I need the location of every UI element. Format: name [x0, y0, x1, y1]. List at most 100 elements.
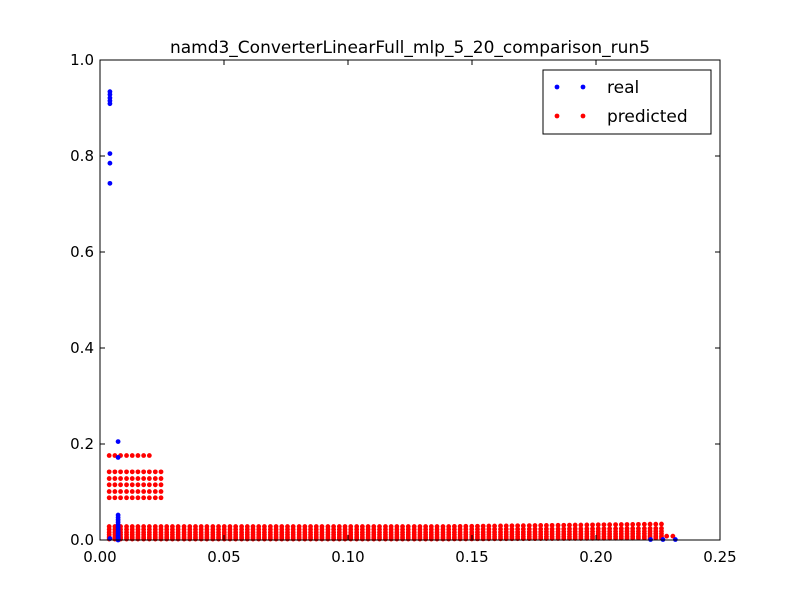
predicted-point	[636, 535, 641, 541]
predicted-point	[544, 523, 549, 528]
predicted-point	[129, 536, 135, 542]
predicted-point	[152, 469, 158, 475]
predicted-point	[158, 495, 164, 501]
predicted-point	[520, 523, 526, 529]
predicted-point	[325, 536, 331, 542]
predicted-point	[670, 533, 676, 539]
real-point	[115, 455, 121, 460]
predicted-point	[267, 536, 273, 542]
x-tick-label: 0.05	[207, 548, 240, 566]
predicted-point	[124, 453, 129, 458]
legend-predicted-label: predicted	[607, 107, 688, 127]
predicted-point	[129, 469, 135, 475]
predicted-point	[227, 536, 233, 542]
predicted-point	[135, 482, 141, 488]
legend-real-marker-right	[580, 84, 586, 90]
predicted-point	[152, 482, 158, 488]
predicted-point	[250, 536, 256, 542]
predicted-point	[146, 476, 152, 481]
predicted-point	[664, 533, 670, 539]
predicted-point	[129, 453, 135, 458]
x-tick-label: 0.00	[83, 548, 116, 566]
predicted-point	[146, 489, 152, 494]
predicted-point	[164, 536, 170, 542]
predicted-point	[135, 536, 141, 542]
predicted-point	[273, 536, 279, 542]
predicted-point	[124, 482, 129, 488]
predicted-point	[170, 536, 175, 542]
predicted-point	[463, 536, 469, 542]
predicted-point	[124, 469, 129, 475]
predicted-point	[595, 522, 601, 528]
predicted-point	[256, 536, 262, 542]
predicted-point	[239, 536, 245, 542]
predicted-point	[146, 536, 152, 542]
predicted-point	[653, 535, 659, 541]
predicted-point	[532, 523, 538, 528]
predicted-point	[475, 536, 480, 542]
predicted-point	[394, 536, 400, 542]
predicted-point	[285, 536, 290, 542]
real-point	[107, 151, 113, 157]
predicted-point	[152, 536, 158, 542]
predicted-point	[538, 523, 544, 528]
predicted-point	[647, 521, 653, 527]
predicted-point	[446, 536, 452, 542]
predicted-point	[411, 536, 417, 542]
predicted-point	[526, 523, 532, 528]
predicted-point	[146, 453, 152, 458]
x-tick-label: 0.10	[331, 548, 364, 566]
predicted-point	[641, 535, 647, 541]
predicted-point	[618, 522, 624, 527]
real-point	[107, 92, 113, 97]
predicted-point	[613, 522, 618, 527]
y-tick-label: 0.6	[70, 243, 94, 261]
predicted-point	[457, 536, 463, 542]
predicted-point	[141, 482, 147, 488]
predicted-point	[342, 536, 348, 542]
predicted-point	[641, 521, 647, 527]
predicted-point	[106, 495, 112, 501]
predicted-point	[417, 536, 423, 542]
predicted-point	[653, 521, 659, 527]
predicted-point	[331, 536, 337, 542]
predicted-point	[313, 536, 319, 542]
predicted-point	[106, 453, 112, 458]
predicted-point	[193, 536, 198, 542]
predicted-point	[561, 522, 567, 528]
predicted-point	[607, 535, 613, 541]
predicted-point	[618, 535, 624, 541]
predicted-point	[135, 495, 141, 501]
predicted-point	[141, 495, 147, 501]
y-tick-label: 0.8	[70, 147, 94, 165]
y-tick-label: 0.2	[70, 435, 94, 453]
predicted-point	[636, 521, 641, 527]
predicted-point	[106, 476, 112, 481]
predicted-point	[152, 476, 158, 481]
predicted-point	[509, 523, 515, 529]
predicted-point	[308, 536, 313, 542]
predicted-point	[124, 476, 129, 481]
predicted-point	[187, 536, 193, 542]
predicted-point	[423, 536, 429, 542]
predicted-point	[124, 536, 129, 542]
predicted-point	[440, 536, 446, 542]
predicted-point	[135, 489, 141, 494]
points-layer	[106, 89, 678, 543]
predicted-point	[112, 495, 118, 501]
predicted-point	[486, 536, 492, 542]
legend-predicted-marker-right	[580, 113, 586, 119]
real-point	[107, 160, 113, 166]
legend: real predicted	[542, 69, 712, 135]
x-tick-label: 0.25	[703, 548, 736, 566]
predicted-point	[567, 522, 572, 528]
predicted-point	[578, 522, 584, 528]
predicted-point	[405, 536, 411, 542]
predicted-point	[118, 495, 123, 501]
predicted-point	[400, 536, 405, 542]
predicted-point	[388, 536, 394, 542]
predicted-point	[106, 469, 112, 475]
predicted-point	[302, 536, 308, 542]
x-tick-label: 0.15	[455, 548, 488, 566]
